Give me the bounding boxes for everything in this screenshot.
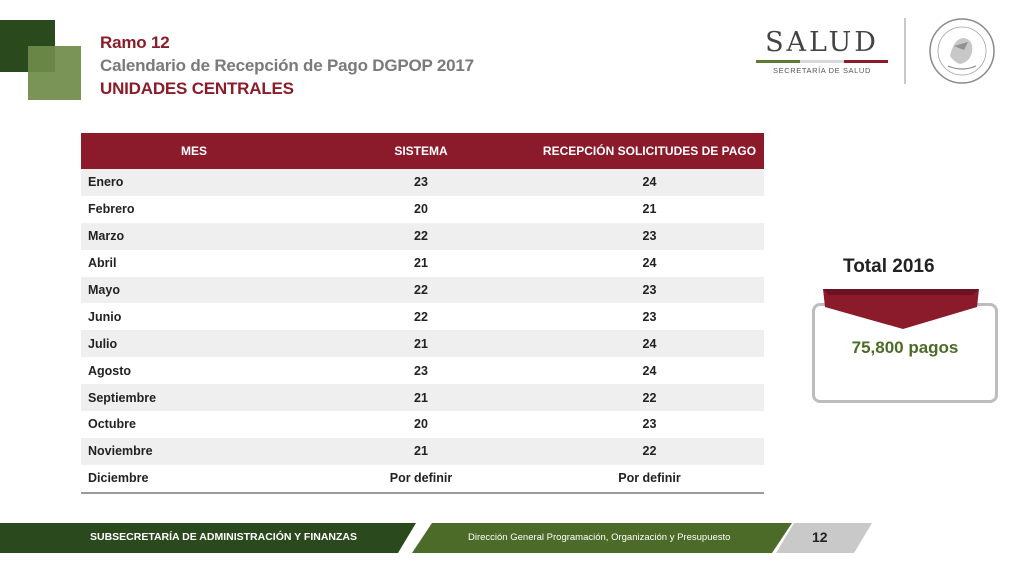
salud-logo-stripe xyxy=(756,60,888,63)
table-header-row: MES SISTEMA RECEPCIÓN SOLICITUDES DE PAG… xyxy=(81,133,764,169)
column-header-mes: MES xyxy=(81,133,307,169)
total-value: 75,800 pagos xyxy=(851,338,959,357)
cell-recepcion: 23 xyxy=(535,222,764,250)
page-number: 12 xyxy=(812,529,828,545)
table-row: Mayo 22 23 xyxy=(81,276,764,304)
table-row: Abril 21 24 xyxy=(81,249,764,277)
salud-logo: SALUD SECRETARÍA DE SALUD xyxy=(752,28,892,84)
cell-sistema: 20 xyxy=(307,411,535,438)
table-row: Julio 21 24 xyxy=(81,330,764,358)
footer-subsecretaria: SUBSECRETARÍA DE ADMINISTRACIÓN Y FINANZ… xyxy=(90,531,357,543)
cell-mes: Abril xyxy=(81,249,307,277)
cell-sistema: 21 xyxy=(307,437,535,465)
column-header-recepcion: RECEPCIÓN SOLICITUDES DE PAGO xyxy=(535,133,764,169)
slide-heading: Ramo 12 Calendario de Recepción de Pago … xyxy=(100,31,474,100)
table-row: Marzo 22 23 xyxy=(81,222,764,250)
salud-logo-subtitle: SECRETARÍA DE SALUD xyxy=(773,66,871,75)
cell-recepcion: 23 xyxy=(535,411,764,438)
footer-direccion: Dirección General Programación, Organiza… xyxy=(468,532,731,543)
mexico-coat-of-arms-icon xyxy=(929,18,995,84)
cell-recepcion: 22 xyxy=(535,437,764,465)
calendar-table-wrap: MES SISTEMA RECEPCIÓN SOLICITUDES DE PAG… xyxy=(81,133,764,494)
cell-mes: Febrero xyxy=(81,195,307,223)
table-row: Octubre 20 23 xyxy=(81,411,764,438)
total-ribbon-banner xyxy=(823,289,979,329)
cell-mes: Marzo xyxy=(81,222,307,250)
cell-recepcion: 24 xyxy=(535,249,764,277)
cell-recepcion: 24 xyxy=(535,357,764,385)
cell-mes: Diciembre xyxy=(81,464,307,494)
cell-sistema: 21 xyxy=(307,249,535,277)
cell-sistema: 23 xyxy=(307,357,535,385)
table-row: Enero 23 24 xyxy=(81,169,764,196)
cell-sistema: 21 xyxy=(307,384,535,412)
cell-mes: Octubre xyxy=(81,411,307,438)
cell-mes: Junio xyxy=(81,303,307,331)
cell-mes: Mayo xyxy=(81,276,307,304)
cell-sistema: 22 xyxy=(307,303,535,331)
table-row: Diciembre Por definir Por definir xyxy=(81,464,764,494)
cell-recepcion: 24 xyxy=(535,169,764,196)
total-title: Total 2016 xyxy=(843,256,935,277)
cell-mes: Noviembre xyxy=(81,437,307,465)
ramo-label: Ramo 12 xyxy=(100,33,170,52)
decorative-square-light xyxy=(28,46,81,100)
table-row: Agosto 23 24 xyxy=(81,357,764,385)
table-row: Junio 22 23 xyxy=(81,303,764,331)
cell-recepcion: 22 xyxy=(535,384,764,412)
cell-sistema: 20 xyxy=(307,195,535,223)
cell-mes: Julio xyxy=(81,330,307,358)
table-row: Noviembre 21 22 xyxy=(81,437,764,465)
cell-recepcion: 24 xyxy=(535,330,764,358)
footer-shapes xyxy=(0,523,872,553)
footer-bar: SUBSECRETARÍA DE ADMINISTRACIÓN Y FINANZ… xyxy=(0,523,1024,553)
page-title: Calendario de Recepción de Pago DGPOP 20… xyxy=(100,56,474,75)
cell-sistema: 23 xyxy=(307,169,535,196)
cell-sistema: 21 xyxy=(307,330,535,358)
cell-sistema: 22 xyxy=(307,276,535,304)
cell-mes: Agosto xyxy=(81,357,307,385)
cell-sistema: 22 xyxy=(307,222,535,250)
cell-sistema: Por definir xyxy=(307,464,535,494)
table-row: Septiembre 21 22 xyxy=(81,384,764,412)
salud-logo-word: SALUD xyxy=(765,27,879,58)
cell-recepcion: 23 xyxy=(535,276,764,304)
cell-recepcion: Por definir xyxy=(535,464,764,494)
cell-mes: Septiembre xyxy=(81,384,307,412)
page-subtitle: UNIDADES CENTRALES xyxy=(100,79,294,98)
header-divider xyxy=(904,18,906,84)
cell-mes: Enero xyxy=(81,169,307,196)
cell-recepcion: 21 xyxy=(535,195,764,223)
cell-recepcion: 23 xyxy=(535,303,764,331)
calendar-table: MES SISTEMA RECEPCIÓN SOLICITUDES DE PAG… xyxy=(81,133,764,494)
column-header-sistema: SISTEMA xyxy=(307,133,535,169)
table-row: Febrero 20 21 xyxy=(81,195,764,223)
